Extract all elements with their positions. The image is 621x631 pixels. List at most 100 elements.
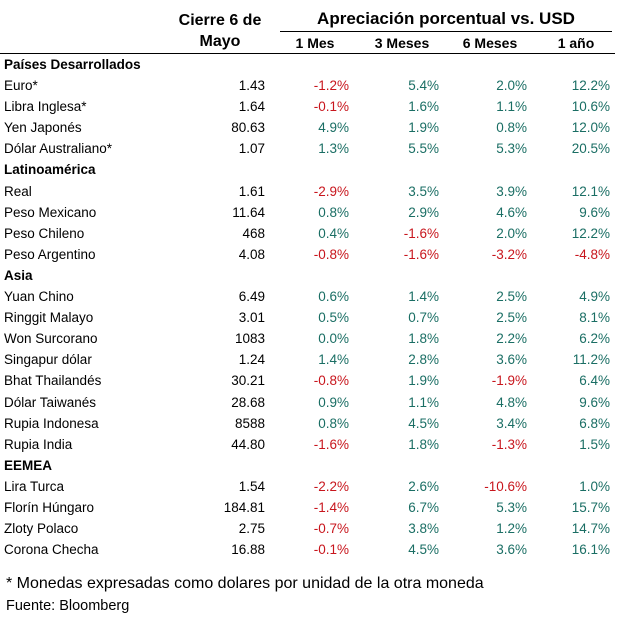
change-6m: 2.2% [496,331,527,347]
period-header-1m: 1 Mes [295,35,335,51]
change-3m: 0.7% [408,310,439,326]
change-1y: 6.8% [579,415,610,431]
change-3m: -1.6% [403,225,439,241]
change-6m: 0.8% [496,120,527,136]
currency-name: Peso Mexicano [4,204,97,220]
close-value: 1083 [234,331,265,347]
footnote: * Monedas expresadas como dolares por un… [6,575,484,592]
change-1y: 1.5% [579,436,610,452]
close-value: 1.54 [238,478,265,494]
change-1y: 16.1% [571,542,610,558]
table-row: Dólar Taiwanés 28.68 0.9% 1.1% 4.8% 9.6% [0,392,615,413]
table-row: Peso Chileno 468 0.4% -1.6% 2.0% 12.2% [0,223,615,244]
change-6m: -10.6% [484,478,527,494]
close-value: 4.08 [238,246,265,262]
change-6m: 3.6% [496,542,527,558]
change-1m: 4.9% [318,120,349,136]
change-3m: -1.6% [403,246,439,262]
change-1m: 1.3% [318,141,349,157]
table-row: Zloty Polaco 2.75 -0.7% 3.8% 1.2% 14.7% [0,518,615,539]
change-1m: -0.8% [313,373,349,389]
change-6m: 3.9% [496,183,527,199]
currency-name: Dólar Australiano* [4,141,113,157]
close-value: 1.64 [238,99,265,115]
change-1y: 14.7% [571,521,610,537]
table-row: Yen Japonés 80.63 4.9% 1.9% 0.8% 12.0% [0,117,615,138]
change-1m: -0.7% [313,521,349,537]
table-row: Corona Checha 16.88 -0.1% 4.5% 3.6% 16.1% [0,539,615,560]
change-3m: 1.9% [408,373,439,389]
change-1m: -0.1% [313,542,349,558]
currency-table: Países Desarrollados Euro* 1.43 -1.2% 5.4% 2.… [0,54,615,560]
change-6m: 5.3% [496,499,527,515]
change-3m: 2.6% [408,478,439,494]
change-1y: 10.6% [571,99,610,115]
change-6m: -1.9% [491,373,527,389]
change-3m: 1.1% [408,394,439,410]
change-1m: -1.4% [313,499,349,515]
change-3m: 3.8% [408,521,439,537]
change-1y: 6.2% [579,331,610,347]
close-value: 44.80 [231,436,265,452]
change-3m: 1.8% [408,331,439,347]
table-row: Rupia India 44.80 -1.6% 1.8% -1.3% 1.5% [0,434,615,455]
change-3m: 6.7% [408,499,439,515]
change-1m: 1.4% [318,352,349,368]
table-row: Lira Turca 1.54 -2.2% 2.6% -10.6% 1.0% [0,476,615,497]
period-header-6m: 6 Meses [462,35,518,51]
table-row: Singapur dólar 1.24 1.4% 2.8% 3.6% 11.2% [0,349,615,370]
table-row: Yuan Chino 6.49 0.6% 1.4% 2.5% 4.9% [0,286,615,307]
change-6m: -1.3% [491,436,527,452]
section-header-row: Países Desarrollados [0,54,615,75]
change-1m: 0.5% [318,310,349,326]
currency-name: Yuan Chino [4,289,74,305]
close-value: 1.61 [238,183,265,199]
change-6m: 3.6% [496,352,527,368]
change-1y: 1.0% [579,478,610,494]
change-3m: 5.5% [408,141,439,157]
close-header-line2: Mayo [199,33,241,50]
change-1y: 6.4% [579,373,610,389]
change-3m: 2.8% [408,352,439,368]
close-value: 2.75 [238,521,265,537]
close-value: 3.01 [238,310,265,326]
change-6m: 2.0% [496,78,527,94]
close-value: 1.07 [238,141,265,157]
currency-name: Libra Inglesa* [4,99,87,115]
appreciation-header-rule [280,31,612,32]
currency-name: Dólar Taiwanés [4,394,97,410]
change-1y: 12.2% [571,225,610,241]
table-row: Libra Inglesa* 1.64 -0.1% 1.6% 1.1% 10.6% [0,96,615,117]
currency-name: Bhat Thailandés [4,373,102,389]
change-1m: -1.6% [313,436,349,452]
change-3m: 1.8% [408,436,439,452]
change-1m: 0.9% [318,394,349,410]
table-row: Ringgit Malayo 3.01 0.5% 0.7% 2.5% 8.1% [0,307,615,328]
table-row: Real 1.61 -2.9% 3.5% 3.9% 12.1% [0,181,615,202]
currency-name: Rupia Indonesa [4,415,99,431]
table-row: Florín Húngaro 184.81 -1.4% 6.7% 5.3% 15.7% [0,497,615,518]
change-1m: 0.6% [318,289,349,305]
period-header-3m: 3 Meses [374,35,430,51]
currency-name: Lira Turca [4,478,65,494]
close-header-line1: Cierre 6 de [178,12,262,29]
header-bottom-rule [0,53,615,54]
change-1y: 9.6% [579,204,610,220]
section-title: EEMEA [4,457,53,473]
currency-name: Zloty Polaco [4,521,79,537]
change-1m: -2.9% [313,183,349,199]
change-1y: -4.8% [574,246,610,262]
change-1m: 0.0% [318,331,349,347]
section-title: Latinoamérica [4,162,96,178]
change-1y: 4.9% [579,289,610,305]
change-1y: 20.5% [571,141,610,157]
close-value: 16.88 [231,542,265,558]
change-6m: 2.5% [496,289,527,305]
close-value: 184.81 [223,499,265,515]
close-value: 1.43 [238,78,265,94]
close-value: 8588 [234,415,265,431]
change-6m: 4.8% [496,394,527,410]
close-value: 28.68 [231,394,265,410]
change-3m: 5.4% [408,78,439,94]
change-1y: 9.6% [579,394,610,410]
